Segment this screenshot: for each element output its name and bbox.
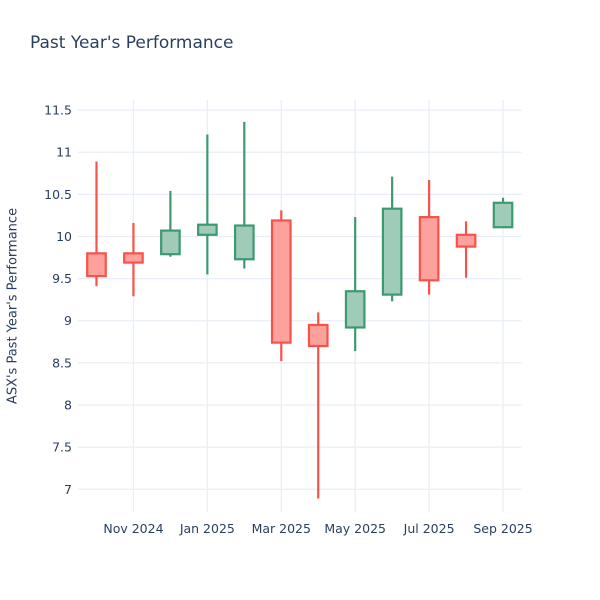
candle-mar-2025[interactable] (270, 210, 292, 362)
y-tick-label: 7.5 (52, 440, 72, 455)
x-tick-label: Nov 2024 (103, 521, 163, 536)
y-tick-label: 10 (56, 229, 72, 244)
y-tick-label: 11 (56, 145, 72, 160)
y-tick-label: 9.5 (52, 271, 72, 286)
candle-body (160, 229, 181, 256)
x-tick-label: Jan 2025 (179, 521, 235, 536)
x-tick-label: Jul 2025 (403, 521, 455, 536)
y-axis-title: ASX's Past Year's Performance (5, 207, 21, 405)
y-tick-label: 8.5 (52, 355, 72, 370)
x-tick-label: Mar 2025 (252, 521, 311, 536)
candle-body (307, 323, 329, 348)
candle-nov-2024[interactable] (123, 223, 144, 297)
candle-may-2025[interactable] (344, 217, 366, 352)
candle-body (492, 201, 514, 229)
candle-dec-2024[interactable] (160, 190, 181, 257)
candle-body (233, 224, 255, 261)
candle-body (418, 216, 440, 282)
candle-body (455, 233, 477, 248)
candle-body (344, 290, 366, 329)
candle-jan-2025[interactable] (197, 134, 218, 275)
candle-aug-2025[interactable] (455, 221, 477, 278)
y-tick-label: 10.5 (44, 187, 72, 202)
y-tick-label: 11.5 (44, 103, 72, 118)
candle-body (123, 252, 144, 264)
candle-body (86, 252, 107, 278)
candle-apr-2025[interactable] (307, 312, 329, 499)
candle-feb-2025[interactable] (233, 121, 255, 269)
candle-sep-2025[interactable] (492, 197, 514, 229)
y-tick-label: 7 (64, 482, 72, 497)
x-tick-label: Sep 2025 (473, 521, 532, 536)
candle-body (197, 223, 218, 236)
candle-oct-2024[interactable] (86, 161, 107, 287)
chart-title: Past Year's Performance (30, 33, 234, 53)
candle-jul-2025[interactable] (418, 180, 440, 295)
candle-jun-2025[interactable] (381, 176, 403, 302)
x-tick-label: May 2025 (324, 521, 386, 536)
candle-body (270, 219, 292, 344)
y-tick-label: 8 (64, 397, 72, 412)
candle-body (381, 207, 403, 296)
y-tick-label: 9 (64, 313, 72, 328)
